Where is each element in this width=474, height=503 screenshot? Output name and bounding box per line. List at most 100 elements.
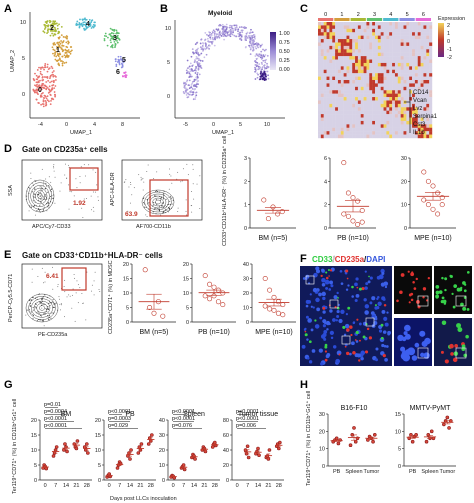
dot-plot-title: MMTV-PyMT [410, 405, 452, 412]
f-nucleus [323, 337, 327, 341]
feature-point [245, 46, 247, 48]
heatmap-cell [377, 45, 381, 50]
feature-point [197, 67, 200, 70]
feature-point [230, 26, 233, 29]
heatmap-cell [360, 25, 364, 30]
umap-point [42, 96, 45, 99]
feature-point [232, 27, 235, 30]
heatmap-cell [323, 25, 327, 30]
x-tick-label: 28 [84, 483, 90, 489]
flow-event [36, 193, 38, 195]
flow-event [48, 185, 50, 187]
flow-event [158, 209, 160, 211]
flow-event [68, 184, 70, 186]
umap-point [123, 60, 125, 63]
heatmap-cell [400, 93, 404, 98]
heatmap-cell [369, 110, 373, 115]
heatmap-cell [417, 86, 421, 91]
heatmap-cell [420, 52, 424, 57]
heatmap-cell [320, 124, 324, 128]
flow-event [147, 164, 149, 166]
heatmap-cell [323, 52, 327, 57]
flow-event [165, 210, 167, 212]
panel-label-g: G [4, 379, 13, 391]
flow-event [167, 211, 169, 213]
flow-event [199, 175, 201, 177]
flow-event [160, 214, 162, 216]
data-point [410, 439, 415, 444]
heatmap-cell [372, 124, 376, 128]
heatmap-cell [343, 66, 347, 70]
heatmap-cell [337, 76, 341, 81]
heatmap-cell [400, 124, 404, 128]
umap-point [58, 37, 60, 40]
feature-point [182, 91, 185, 93]
g-pval: p<0.0001 [172, 416, 195, 422]
c-leg-2: 1 [447, 31, 450, 37]
heatmap-cell [403, 117, 407, 122]
heatmap-cell [386, 49, 390, 53]
flow-event [153, 208, 155, 210]
heatmap-cell [369, 134, 373, 139]
heatmap-cell [352, 66, 356, 70]
heatmap-cell [340, 100, 344, 105]
flow-event [50, 195, 52, 197]
umap-point [35, 91, 37, 94]
f-stain-title: CD33/CD235a/DAPI [312, 255, 385, 264]
heatmap-cell [406, 25, 410, 30]
flow-event [170, 196, 172, 198]
umap-point [62, 44, 65, 47]
heatmap-cell [366, 117, 370, 122]
flow-event [46, 197, 48, 199]
heatmap-cell [386, 90, 390, 94]
umap-point [56, 52, 59, 55]
umap-point [93, 25, 96, 27]
data-point [435, 211, 441, 217]
flow-event [129, 181, 131, 183]
heatmap-cell [409, 93, 413, 98]
umap-point [54, 93, 56, 96]
heatmap-cell [366, 107, 370, 111]
flow-event [43, 181, 45, 183]
heatmap-cell [357, 28, 361, 33]
heatmap-cell [320, 49, 324, 53]
heatmap-cell [429, 103, 433, 108]
feature-point [189, 73, 192, 76]
heatmap-cell [340, 124, 344, 128]
heatmap-cell [397, 22, 401, 26]
f-nucleus [382, 330, 387, 334]
heatmap-cell [409, 127, 413, 132]
heatmap-cell [397, 35, 401, 40]
x-tick-label: 7 [246, 483, 249, 489]
feature-point [209, 33, 211, 36]
heatmap-cell [360, 39, 364, 43]
heatmap-cell [377, 93, 381, 98]
heatmap-cell [409, 25, 413, 30]
heatmap-cell [337, 22, 341, 26]
b-ytick-2: 5 [167, 60, 170, 66]
c-leg-4: -1 [447, 47, 452, 53]
flow-event [92, 169, 94, 171]
e-group-label: MPE (n=10) [255, 329, 293, 336]
heatmap-cell [318, 76, 322, 81]
heatmap-cell [357, 83, 361, 88]
heatmap-cell [383, 25, 387, 30]
feature-point [254, 55, 257, 57]
heatmap-cell [346, 28, 350, 33]
heatmap-cell [426, 83, 430, 88]
feature-point [265, 67, 268, 70]
umap-point [78, 25, 81, 28]
flow-event [90, 195, 92, 197]
heatmap-cell [343, 73, 347, 77]
feature-point [265, 70, 267, 73]
flow-event [163, 193, 165, 195]
heatmap-cell [409, 90, 413, 94]
flow-event [44, 304, 46, 306]
umap-point [104, 32, 107, 35]
y-tick-label: 15 [95, 433, 101, 439]
heatmap-cell [429, 97, 433, 101]
flow-event [163, 195, 165, 197]
heatmap-cell [397, 86, 401, 91]
heatmap-cell [340, 80, 344, 84]
